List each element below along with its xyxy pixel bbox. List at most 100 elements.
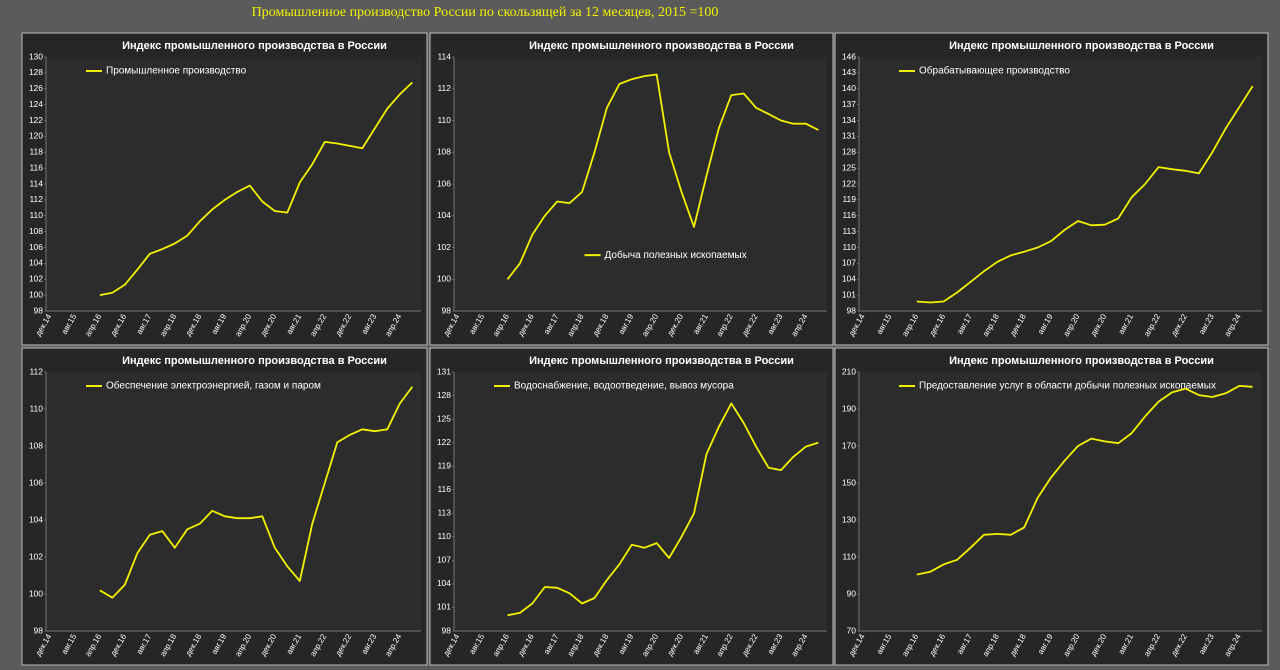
- y-tick-label: 130: [842, 514, 856, 524]
- y-tick-label: 134: [842, 115, 856, 125]
- y-tick-label: 210: [842, 366, 856, 376]
- y-tick-label: 137: [842, 99, 856, 109]
- y-tick-label: 116: [437, 484, 451, 494]
- data-line: [507, 402, 819, 617]
- data-line: [916, 385, 1253, 576]
- data-line: [99, 81, 413, 296]
- y-tick-label: 128: [29, 67, 43, 77]
- chart-title: Индекс промышленного производства в Росс…: [122, 40, 387, 52]
- y-tick-label: 122: [842, 178, 856, 188]
- y-tick-label: 112: [437, 83, 451, 93]
- legend-label: Промышленное производство: [106, 66, 247, 77]
- y-tick-label: 143: [842, 67, 856, 77]
- data-line: [99, 386, 414, 599]
- y-tick-label: 120: [29, 131, 43, 141]
- y-tick-label: 119: [437, 460, 451, 470]
- y-tick-label: 112: [29, 194, 43, 204]
- y-tick-label: 70: [847, 625, 857, 635]
- page-title: Промышленное производство России по скол…: [252, 5, 719, 20]
- y-tick-label: 106: [437, 178, 451, 188]
- chart-panel: Индекс промышленного производства в Росс…: [834, 347, 1269, 666]
- y-tick-label: 124: [29, 99, 43, 109]
- y-tick-label: 108: [437, 147, 451, 157]
- data-line: [506, 73, 819, 280]
- chart-title: Индекс промышленного производства в Росс…: [949, 40, 1214, 52]
- y-tick-label: 112: [29, 366, 43, 376]
- y-tick-label: 104: [842, 274, 856, 284]
- y-tick-label: 98: [34, 625, 44, 635]
- y-tick-label: 190: [842, 403, 856, 413]
- chart-panel: Индекс промышленного производства в Росс…: [834, 32, 1269, 346]
- y-tick-label: 130: [29, 51, 43, 61]
- y-tick-label: 110: [437, 115, 451, 125]
- y-tick-label: 114: [29, 178, 43, 188]
- y-tick-label: 170: [842, 440, 856, 450]
- y-tick-label: 116: [842, 210, 856, 220]
- chart-title: Индекс промышленного производства в Росс…: [122, 355, 387, 367]
- y-tick-label: 110: [842, 551, 856, 561]
- y-tick-label: 101: [842, 289, 856, 299]
- y-tick-label: 128: [437, 390, 451, 400]
- chart-title: Индекс промышленного производства в Росс…: [949, 355, 1214, 367]
- y-tick-label: 104: [29, 258, 43, 268]
- y-tick-label: 131: [437, 366, 451, 376]
- y-tick-label: 90: [847, 588, 857, 598]
- chart-panel: Индекс промышленного производства в Росс…: [429, 32, 834, 346]
- y-tick-label: 98: [442, 625, 452, 635]
- y-tick-label: 100: [29, 588, 43, 598]
- plot-area: [859, 57, 1262, 311]
- y-tick-label: 131: [842, 131, 856, 141]
- y-tick-label: 113: [437, 508, 451, 518]
- chart-panel: Индекс промышленного производства в Росс…: [21, 32, 428, 346]
- chart-panel: Индекс промышленного производства в Росс…: [429, 347, 834, 666]
- y-tick-label: 107: [437, 555, 451, 565]
- y-tick-label: 146: [842, 51, 856, 61]
- y-tick-label: 98: [847, 305, 857, 315]
- y-tick-label: 122: [29, 115, 43, 125]
- y-tick-label: 108: [29, 226, 43, 236]
- y-tick-label: 106: [29, 242, 43, 252]
- y-tick-label: 98: [442, 305, 452, 315]
- data-line: [916, 85, 1254, 304]
- y-tick-label: 102: [437, 242, 451, 252]
- y-tick-label: 113: [842, 226, 856, 236]
- plot-area: [454, 372, 827, 631]
- plot-area: [454, 57, 827, 311]
- chart-panel: Индекс промышленного производства в Росс…: [21, 347, 428, 666]
- y-tick-label: 100: [437, 274, 451, 284]
- plot-area: [46, 372, 421, 631]
- y-tick-label: 107: [842, 258, 856, 268]
- y-tick-label: 126: [29, 83, 43, 93]
- legend-label: Водоснабжение, водоотведение, вывоз мусо…: [514, 380, 734, 392]
- y-tick-label: 150: [842, 477, 856, 487]
- y-tick-label: 122: [437, 437, 451, 447]
- y-tick-label: 119: [842, 194, 856, 204]
- y-tick-label: 128: [842, 147, 856, 157]
- y-tick-label: 104: [437, 210, 451, 220]
- y-tick-label: 125: [842, 162, 856, 172]
- plot-area: [46, 57, 421, 311]
- y-tick-label: 116: [29, 162, 43, 172]
- y-tick-label: 108: [29, 440, 43, 450]
- plot-area: [859, 372, 1262, 631]
- legend-label: Добыча полезных ископаемых: [605, 249, 747, 261]
- y-tick-label: 101: [437, 602, 451, 612]
- y-tick-label: 104: [437, 578, 451, 588]
- y-tick-label: 110: [842, 242, 856, 252]
- y-tick-label: 98: [34, 305, 44, 315]
- legend-label: Предоставление услуг в области добычи по…: [919, 380, 1216, 392]
- y-tick-label: 140: [842, 83, 856, 93]
- y-tick-label: 100: [29, 289, 43, 299]
- y-tick-label: 102: [29, 551, 43, 561]
- y-tick-label: 102: [29, 274, 43, 284]
- y-tick-label: 110: [29, 403, 43, 413]
- y-tick-label: 110: [437, 531, 451, 541]
- legend-label: Обрабатывающее производство: [919, 65, 1070, 77]
- y-tick-label: 110: [29, 210, 43, 220]
- y-tick-label: 106: [29, 477, 43, 487]
- y-tick-label: 118: [29, 147, 43, 157]
- y-tick-label: 114: [437, 51, 451, 61]
- legend-label: Обеспечение электроэнергией, газом и пар…: [106, 380, 321, 392]
